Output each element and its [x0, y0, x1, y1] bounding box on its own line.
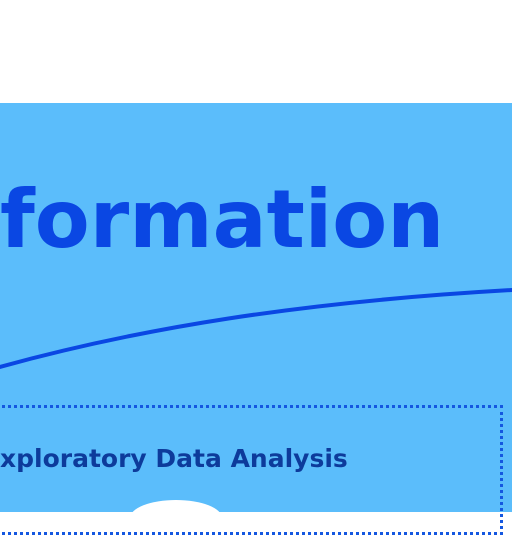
connector-curve — [0, 288, 512, 369]
white-circle-shape — [130, 500, 222, 518]
section-title: xploratory Data Analysis — [0, 444, 348, 473]
heading-text: formation — [0, 173, 445, 266]
diagram-panel — [0, 103, 512, 512]
